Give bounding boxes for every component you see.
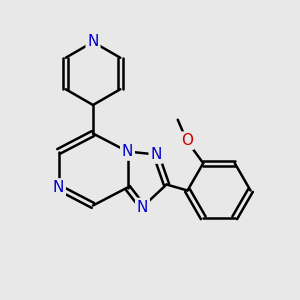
Text: N: N [137, 200, 148, 214]
Text: N: N [122, 144, 133, 159]
Text: O: O [181, 133, 193, 148]
Text: N: N [53, 180, 64, 195]
Text: N: N [150, 147, 162, 162]
Text: N: N [87, 34, 99, 50]
